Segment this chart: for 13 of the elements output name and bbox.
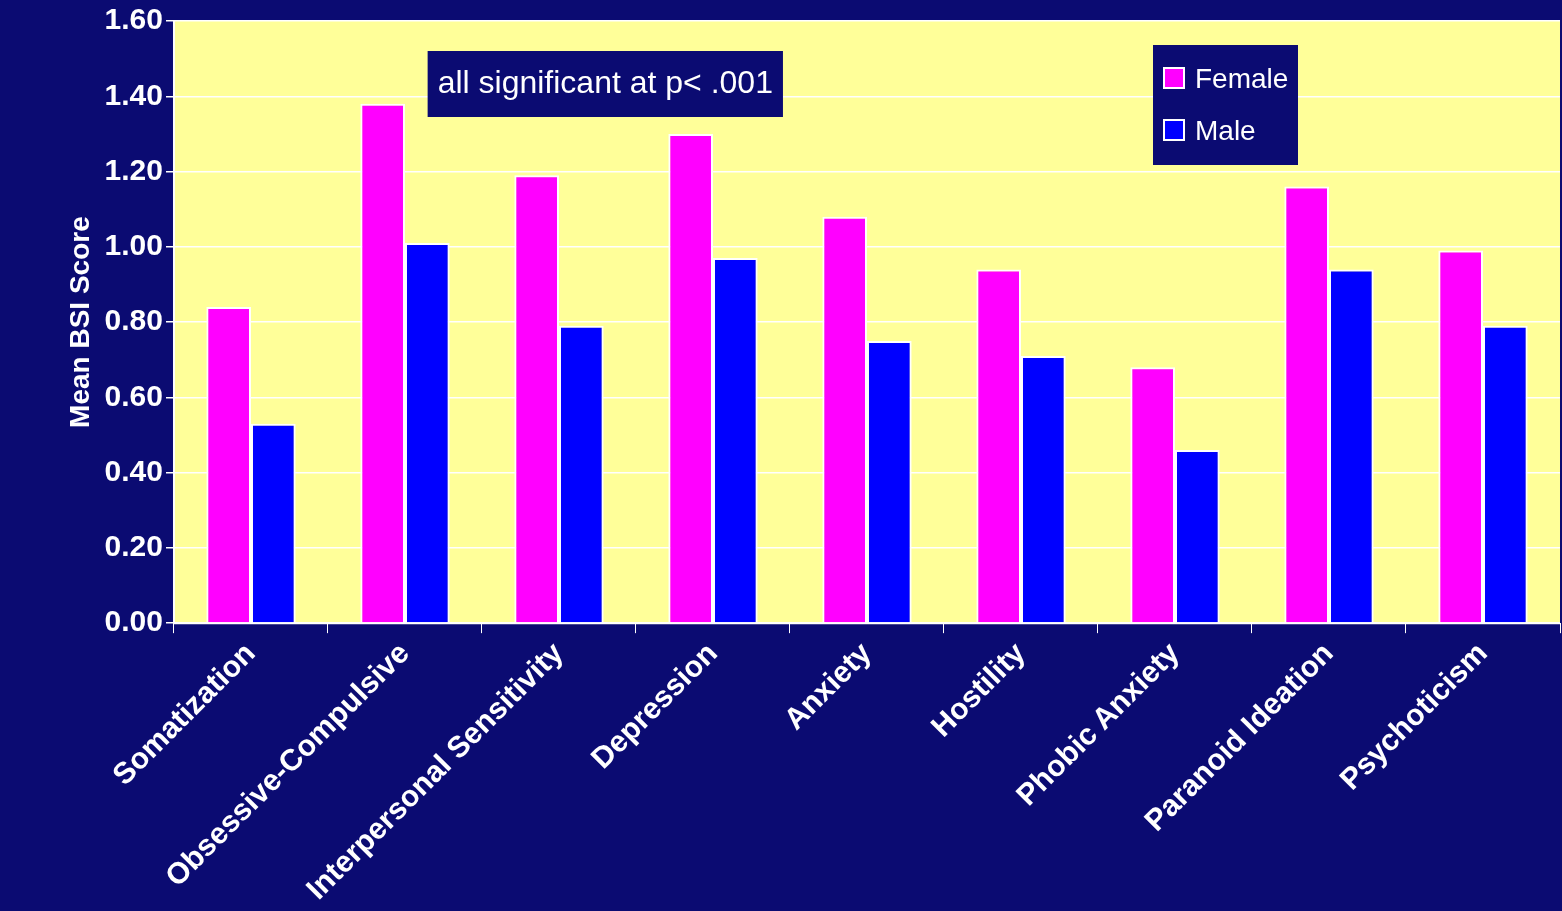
y-tick-label: 1.20 — [104, 152, 163, 186]
y-tick-label: 0.80 — [104, 303, 163, 337]
y-tick-label: 0.40 — [104, 453, 163, 487]
legend-label: Male — [1195, 115, 1256, 146]
y-tick-label: 1.00 — [104, 228, 163, 262]
y-tick-label: 0.60 — [104, 378, 163, 412]
y-tick-label: 1.60 — [104, 2, 163, 36]
y-tick-label: 1.40 — [104, 77, 163, 111]
y-tick-label: 0.00 — [104, 604, 163, 638]
y-tick-label: 0.20 — [104, 529, 163, 563]
annotation: all significant at p< .001 — [437, 63, 773, 100]
legend-label: Female — [1195, 63, 1289, 94]
y-axis-title: Mean BSI Score — [63, 216, 95, 428]
